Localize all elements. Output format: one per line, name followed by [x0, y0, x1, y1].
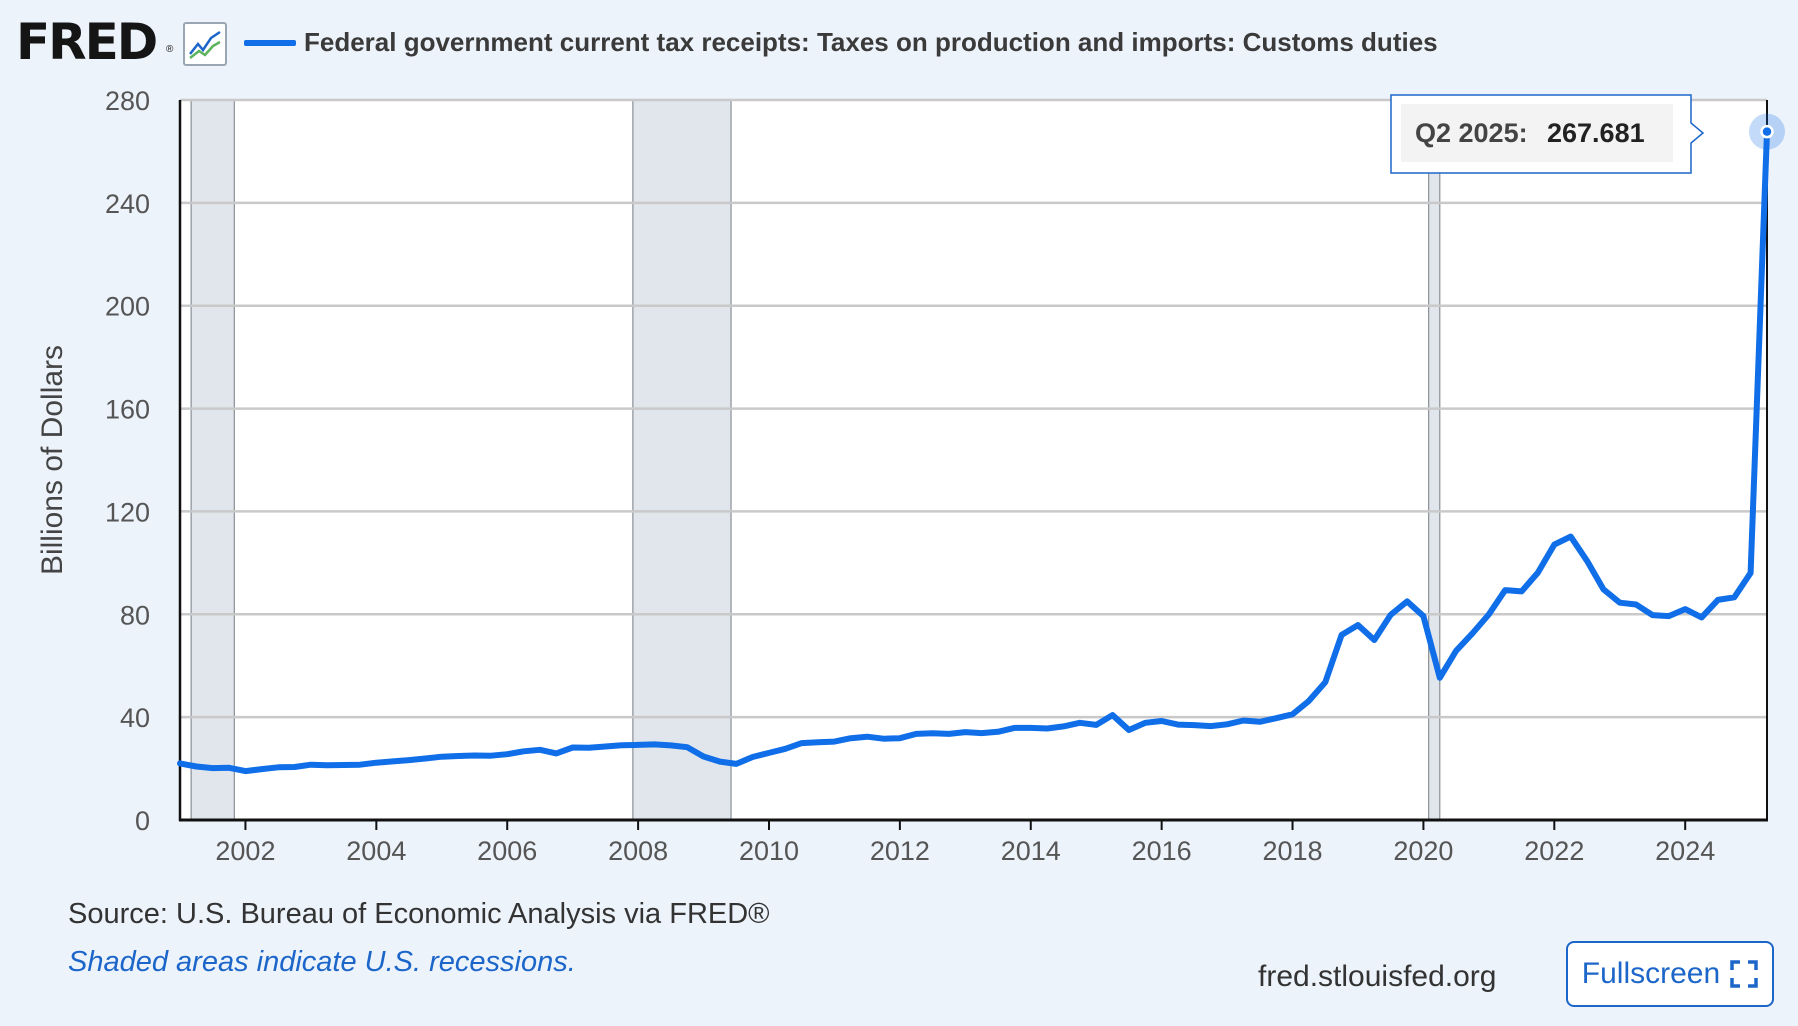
tooltip-value: 267.681: [1547, 118, 1645, 148]
tooltip-label: Q2 2025:: [1415, 118, 1528, 148]
y-tick-label: 240: [105, 189, 150, 219]
series-line[interactable]: [177, 128, 1770, 775]
header: FRED ® Federal government current tax re…: [16, 14, 1776, 70]
y-tick-label: 80: [120, 600, 150, 630]
registered-mark: ®: [166, 44, 174, 55]
x-tick-label: 2014: [1001, 836, 1061, 866]
y-tick-label: 160: [105, 395, 150, 425]
recession-band: [1428, 100, 1440, 820]
y-axis-ticks: 0 40 80 120 160 200 240 280: [105, 86, 150, 836]
x-tick-label: 2020: [1393, 836, 1453, 866]
series-layer: [177, 113, 1785, 775]
x-tick-label: 2012: [870, 836, 930, 866]
fullscreen-icon: [1730, 960, 1758, 988]
x-tick-label: 2018: [1262, 836, 1322, 866]
x-tick-label: 2024: [1655, 836, 1715, 866]
y-tick-label: 200: [105, 292, 150, 322]
x-tick-label: 2004: [346, 836, 406, 866]
fullscreen-label: Fullscreen: [1581, 957, 1721, 990]
y-tick-label: 280: [105, 86, 150, 116]
x-tick-label: 2022: [1524, 836, 1584, 866]
y-tick-label: 0: [135, 806, 150, 836]
y-tick-label: 120: [105, 497, 150, 527]
x-tick-label: 2016: [1132, 836, 1192, 866]
x-axis-ticks: 2002 2004 2006 2008 2010 2012 2014 2016 2018 2020…: [215, 820, 1715, 866]
line-chart-icon: [183, 22, 227, 66]
recession-band: [632, 100, 732, 820]
y-tick-label: 40: [120, 703, 150, 733]
tooltip-inner: [1401, 104, 1673, 162]
source-text: Source: U.S. Bureau of Economic Analysis…: [68, 898, 770, 930]
site-url[interactable]: fred.stlouisfed.org: [1258, 960, 1497, 993]
fred-logo[interactable]: FRED: [16, 13, 158, 71]
recession-band: [191, 100, 235, 820]
y-axis-label: Billions of Dollars: [36, 345, 69, 575]
recession-note: Shaded areas indicate U.S. recessions.: [68, 946, 576, 978]
x-tick-label: 2010: [739, 836, 799, 866]
x-tick-label: 2008: [608, 836, 668, 866]
hover-point[interactable]: [1760, 124, 1774, 139]
series-title[interactable]: Federal government current tax receipts:…: [304, 27, 1438, 57]
x-tick-label: 2002: [215, 836, 275, 866]
plot-area: [180, 100, 1768, 820]
legend-swatch: [244, 40, 296, 46]
x-tick-label: 2006: [477, 836, 537, 866]
fullscreen-button[interactable]: Fullscreen: [1566, 941, 1774, 1007]
recession-shading: [190, 100, 1441, 820]
chart-svg: 0 40 80 120 160 200 240 280 2002 2004 2006 2008 201…: [36, 86, 1785, 866]
tooltip: Q2 2025: 267.681: [1390, 94, 1705, 174]
